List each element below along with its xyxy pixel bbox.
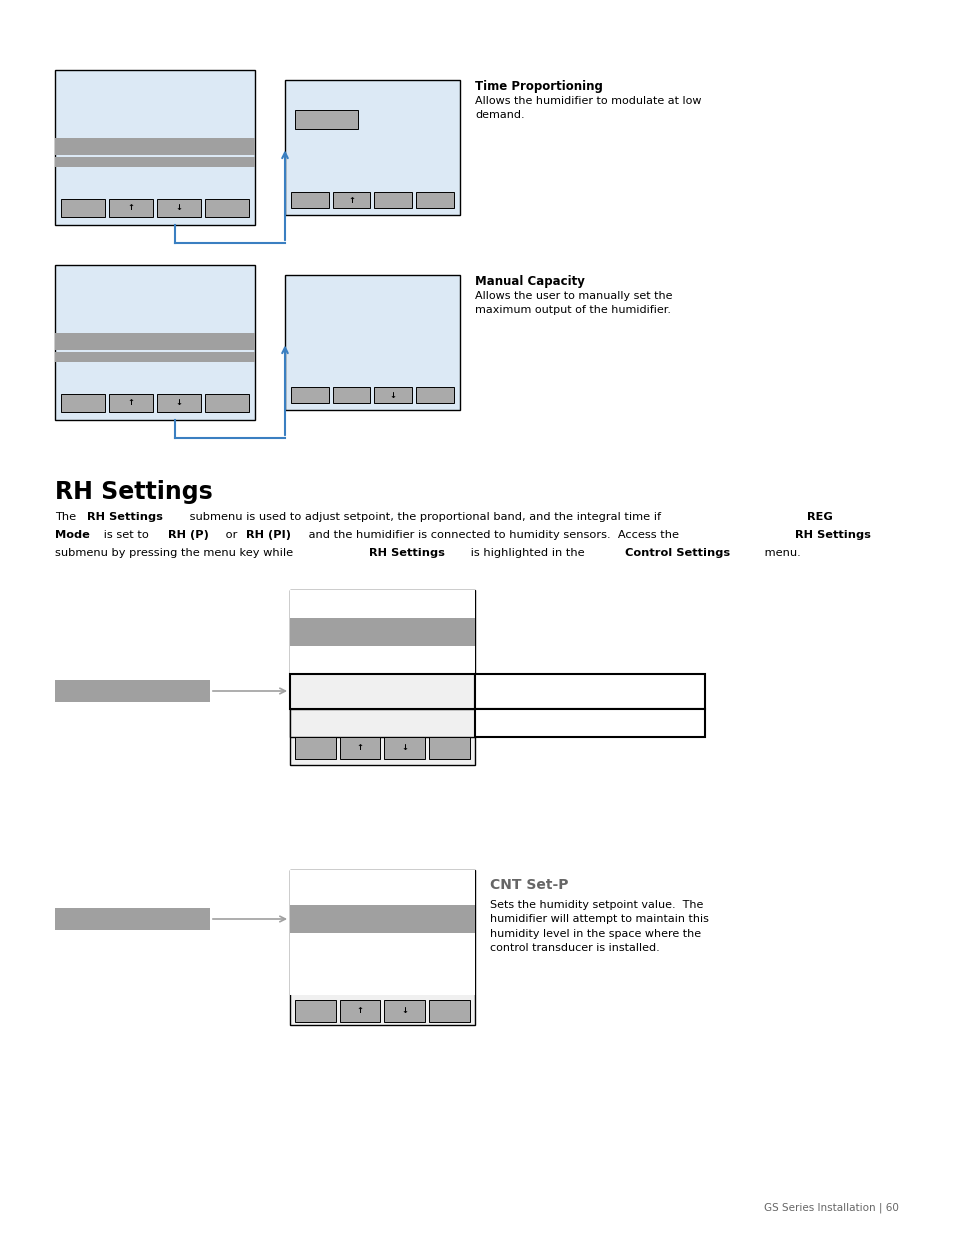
Text: ↑: ↑ — [356, 1007, 363, 1015]
Bar — [61, 394, 105, 412]
Bar — [61, 199, 105, 217]
Bar — [157, 199, 201, 217]
Bar — [290, 905, 475, 932]
Bar — [55, 266, 254, 420]
Bar — [290, 709, 475, 737]
Bar — [205, 394, 249, 412]
Bar — [294, 110, 357, 128]
Text: RH Settings: RH Settings — [55, 480, 213, 504]
Bar — [429, 737, 470, 760]
Bar — [339, 1000, 380, 1023]
Bar — [375, 193, 412, 209]
Text: is set to: is set to — [100, 530, 152, 540]
Text: submenu is used to adjust setpoint, the proportional band, and the integral time: submenu is used to adjust setpoint, the … — [186, 513, 663, 522]
Bar — [294, 1000, 335, 1023]
Bar — [294, 737, 335, 760]
Bar — [429, 1000, 470, 1023]
Text: Allows the humidifier to modulate at low
demand.: Allows the humidifier to modulate at low… — [475, 96, 700, 120]
Text: Time Proportioning: Time Proportioning — [475, 80, 602, 93]
Bar — [55, 352, 254, 362]
Bar — [384, 737, 425, 760]
Bar — [416, 387, 454, 404]
Text: REG: REG — [806, 513, 832, 522]
Text: Allows the user to manually set the
maximum output of the humidifier.: Allows the user to manually set the maxi… — [475, 291, 672, 315]
Text: CNT Set-P: CNT Set-P — [490, 878, 568, 892]
Bar — [290, 869, 475, 1025]
Text: submenu by pressing the menu key while: submenu by pressing the menu key while — [55, 548, 296, 558]
Bar — [291, 193, 329, 209]
Bar — [333, 387, 370, 404]
Text: Mode: Mode — [55, 530, 90, 540]
Bar — [475, 674, 704, 709]
Text: is highlighted in the: is highlighted in the — [467, 548, 588, 558]
Bar — [55, 680, 210, 701]
Text: ↓: ↓ — [175, 399, 182, 408]
Bar — [384, 1000, 425, 1023]
Bar — [339, 737, 380, 760]
Bar — [290, 674, 475, 709]
Bar — [109, 394, 152, 412]
Bar — [157, 394, 201, 412]
Bar — [285, 80, 459, 215]
Text: RH Settings: RH Settings — [87, 513, 163, 522]
Text: ↓: ↓ — [175, 204, 182, 212]
Text: Control Settings: Control Settings — [624, 548, 729, 558]
Text: RH Settings: RH Settings — [369, 548, 444, 558]
Bar — [290, 590, 475, 764]
Bar — [290, 932, 475, 995]
Text: ↓: ↓ — [401, 1007, 408, 1015]
Bar — [375, 387, 412, 404]
Bar — [290, 590, 475, 618]
Bar — [55, 138, 254, 156]
Text: RH (PI): RH (PI) — [246, 530, 291, 540]
Text: The: The — [55, 513, 80, 522]
Bar — [475, 709, 704, 737]
Bar — [285, 275, 459, 410]
Bar — [205, 199, 249, 217]
Bar — [109, 199, 152, 217]
Text: RH Settings: RH Settings — [794, 530, 870, 540]
Bar — [55, 157, 254, 167]
Text: RH (P): RH (P) — [169, 530, 209, 540]
Bar — [291, 387, 329, 404]
Text: Manual Capacity: Manual Capacity — [475, 275, 584, 288]
Bar — [333, 193, 370, 209]
Text: or: or — [221, 530, 240, 540]
Text: ↓: ↓ — [390, 390, 396, 400]
Bar — [416, 193, 454, 209]
Text: ↑: ↑ — [128, 204, 134, 212]
Text: ↑: ↑ — [128, 399, 134, 408]
Bar — [290, 646, 475, 674]
Text: ↑: ↑ — [348, 195, 355, 205]
Text: menu.: menu. — [760, 548, 801, 558]
Bar — [290, 618, 475, 646]
Bar — [55, 70, 254, 225]
Text: and the humidifier is connected to humidity sensors.  Access the: and the humidifier is connected to humid… — [304, 530, 681, 540]
Bar — [290, 869, 475, 905]
Text: ↑: ↑ — [356, 743, 363, 752]
Text: Sets the humidity setpoint value.  The
humidifier will attempt to maintain this
: Sets the humidity setpoint value. The hu… — [490, 900, 708, 953]
Bar — [55, 908, 210, 930]
Text: GS Series Installation | 60: GS Series Installation | 60 — [763, 1203, 898, 1213]
Bar — [55, 333, 254, 351]
Text: ↓: ↓ — [401, 743, 408, 752]
